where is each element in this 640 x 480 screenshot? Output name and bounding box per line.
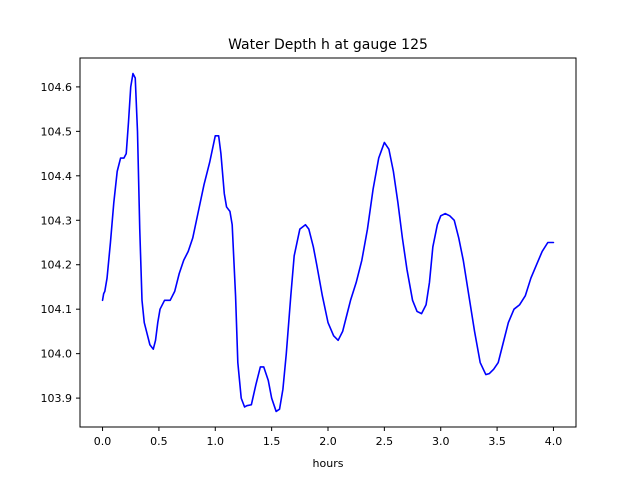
y-tick-label: 104.0 — [41, 348, 73, 361]
x-tick-label: 2.5 — [376, 435, 394, 448]
plot-frame — [79, 57, 577, 428]
x-tick-label: 3.0 — [432, 435, 450, 448]
y-tick-label: 104.1 — [41, 303, 73, 316]
y-tick-label: 104.2 — [41, 259, 73, 272]
x-tick-label: 0.0 — [94, 435, 112, 448]
x-tick-label: 3.5 — [488, 435, 506, 448]
x-axis-label: hours — [313, 457, 344, 470]
x-tick-label: 2.0 — [319, 435, 337, 448]
x-tick-label: 1.5 — [263, 435, 281, 448]
series-line-0 — [101, 72, 555, 413]
y-tick-label: 104.3 — [41, 214, 73, 227]
x-tick-label: 0.5 — [150, 435, 168, 448]
chart-title: Water Depth h at gauge 125 — [228, 37, 428, 53]
y-tick-label: 103.9 — [41, 392, 73, 405]
y-tick-label: 104.6 — [41, 81, 73, 94]
plot-area — [79, 57, 577, 428]
x-tick-label: 1.0 — [207, 435, 225, 448]
y-tick-label: 104.5 — [41, 125, 73, 138]
x-axis: 0.0 0.5 1.0 1.5 2.0 2.5 3.0 3.5 4.0 — [94, 427, 562, 448]
y-axis: 103.9 104.0 104.1 104.2 104.3 104.4 104.5 104.6 — [41, 81, 80, 405]
x-tick-label: 4.0 — [545, 435, 563, 448]
y-tick-label: 104.4 — [41, 170, 73, 183]
